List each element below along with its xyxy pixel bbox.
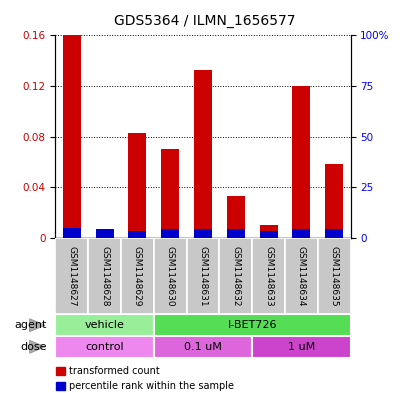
Bar [161,229,179,238]
Polygon shape [29,340,45,353]
Text: GSM1148635: GSM1148635 [329,246,338,307]
FancyBboxPatch shape [317,238,350,314]
Legend: transformed count, percentile rank within the sample: transformed count, percentile rank withi… [52,362,237,393]
Text: GSM1148629: GSM1148629 [133,246,142,306]
Text: dose: dose [20,342,47,352]
Bar [324,229,342,238]
Text: 0.1 uM: 0.1 uM [184,342,221,352]
Bar [128,133,146,238]
FancyBboxPatch shape [121,238,153,314]
Bar [324,164,342,238]
Bar [63,228,81,238]
FancyBboxPatch shape [153,238,186,314]
Text: control: control [85,342,124,352]
FancyBboxPatch shape [55,314,153,336]
Bar [259,231,277,238]
Bar [292,86,310,238]
Bar [193,70,211,238]
Text: GSM1148633: GSM1148633 [263,246,272,307]
FancyBboxPatch shape [186,238,219,314]
Polygon shape [29,319,45,332]
FancyBboxPatch shape [219,238,252,314]
FancyBboxPatch shape [252,336,350,358]
Text: GDS5364 / ILMN_1656577: GDS5364 / ILMN_1656577 [114,14,295,28]
Bar [63,35,81,238]
Text: GSM1148627: GSM1148627 [67,246,76,306]
Text: GSM1148630: GSM1148630 [165,246,174,307]
Text: GSM1148632: GSM1148632 [231,246,240,306]
Bar [292,229,310,238]
FancyBboxPatch shape [153,314,350,336]
FancyBboxPatch shape [88,238,121,314]
Text: 1 uM: 1 uM [287,342,314,352]
Bar [95,229,113,238]
Bar [95,229,113,238]
Bar [161,149,179,238]
Bar [128,231,146,238]
Text: GSM1148634: GSM1148634 [296,246,305,306]
FancyBboxPatch shape [55,336,153,358]
Text: agent: agent [15,320,47,330]
FancyBboxPatch shape [55,238,88,314]
Bar [193,229,211,238]
FancyBboxPatch shape [153,336,252,358]
Bar [226,229,244,238]
Bar [259,225,277,238]
Text: GSM1148628: GSM1148628 [100,246,109,306]
FancyBboxPatch shape [252,238,284,314]
Text: I-BET726: I-BET726 [227,320,276,330]
Bar [226,196,244,238]
FancyBboxPatch shape [284,238,317,314]
Text: GSM1148631: GSM1148631 [198,246,207,307]
Text: vehicle: vehicle [84,320,124,330]
